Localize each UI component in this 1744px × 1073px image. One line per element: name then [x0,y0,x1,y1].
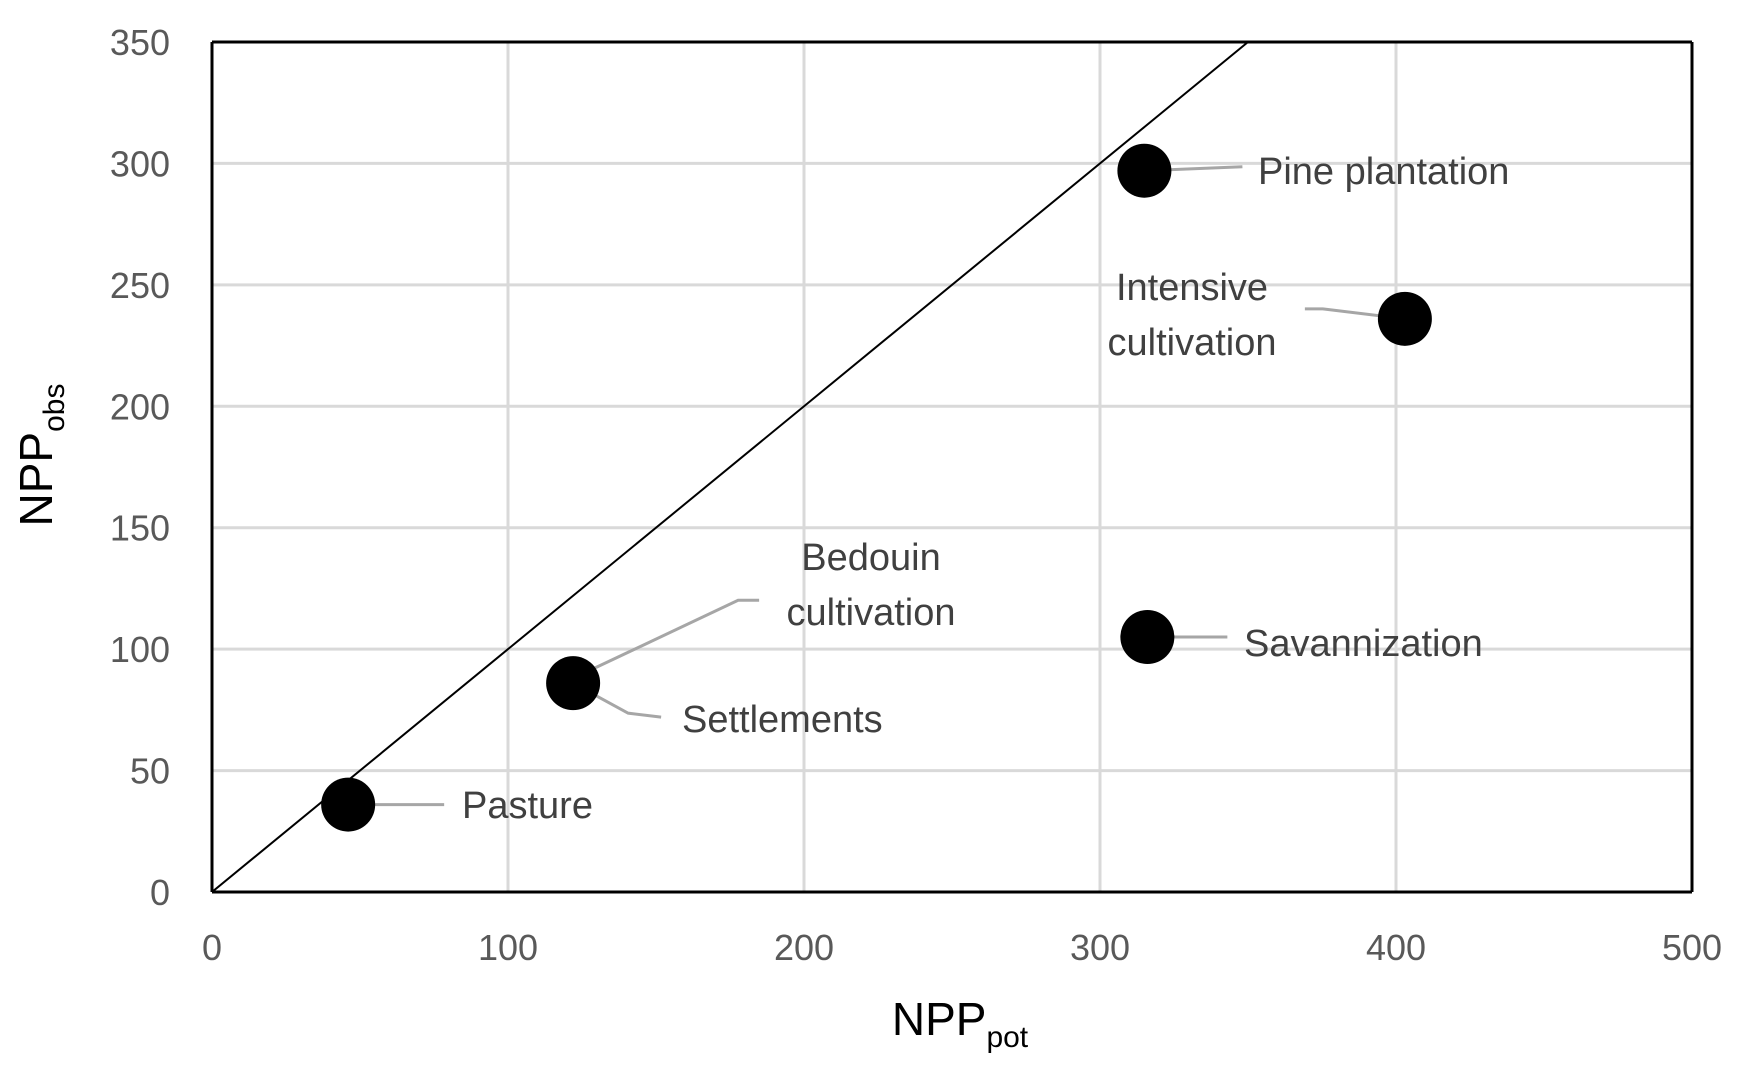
x-tick-label: 200 [774,927,834,968]
point-label: Bedouin cultivation [787,537,956,634]
y-tick-label: 350 [110,22,170,63]
data-points [321,143,1432,832]
point-label: Pasture [462,785,593,827]
x-tick-label: 300 [1070,927,1130,968]
point-labels: Pasture Settlements Bedouin cultivation Pine… [462,151,1509,827]
axis-titles: NPPpot NPPobs [10,384,1029,1054]
one-to-one-line [211,41,1249,893]
point-label: Savannization [1244,623,1483,665]
y-axis-title: NPPobs [10,384,71,527]
y-tick-label: 300 [110,143,170,184]
y-tick-label: 0 [150,872,170,913]
reference-line-layer [211,41,1249,893]
data-point [321,777,376,832]
x-tick-label: 400 [1366,927,1426,968]
data-point [1120,610,1175,664]
x-tick-label: 500 [1662,927,1722,968]
plot-frame [210,40,1694,894]
data-point [1117,143,1172,198]
leader-line [1304,307,1406,321]
y-tick-label: 250 [110,265,170,306]
y-tick-label: 50 [130,751,170,792]
point-label: Pine plantation [1258,151,1509,193]
point-label: Settlements [682,699,883,741]
data-point [1377,291,1432,346]
y-tick-label: 150 [110,508,170,549]
y-tick-label: 200 [110,386,170,427]
x-tick-label: 0 [202,927,222,968]
tick-labels: 0 100 200 300 400 500 0 50 100 150 200 250 300 350 [110,22,1722,968]
data-point [546,656,601,711]
leader-line [572,598,760,680]
point-label: Intensive cultivation [1108,267,1277,364]
x-axis-title: NPPpot [892,993,1029,1054]
y-tick-label: 100 [110,629,170,670]
x-tick-label: 100 [478,927,538,968]
